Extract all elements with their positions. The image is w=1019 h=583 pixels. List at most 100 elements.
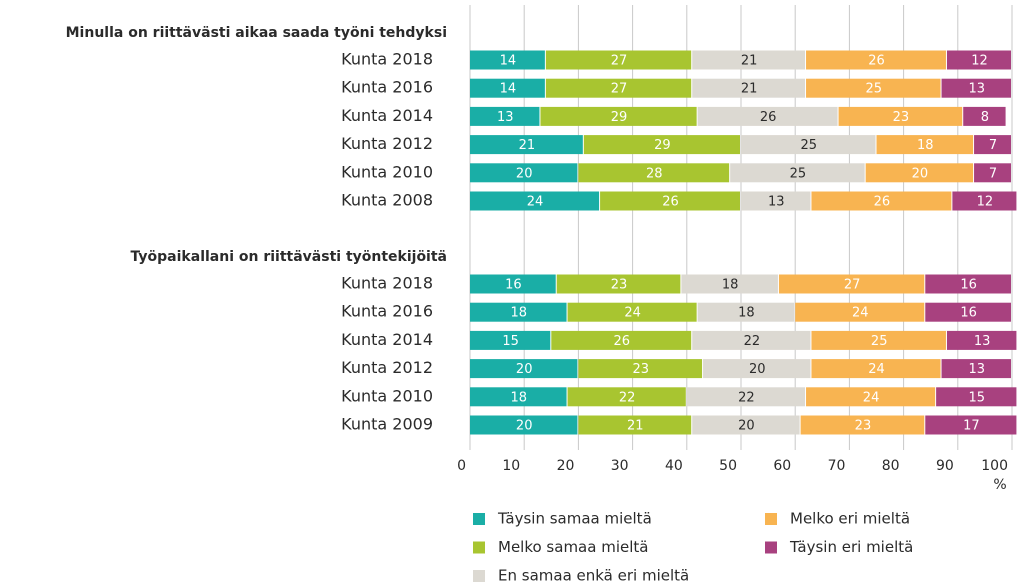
- value-label: 18: [738, 306, 755, 321]
- value-label: 23: [611, 278, 628, 293]
- value-label: 23: [855, 419, 872, 434]
- bar-segment: [470, 274, 556, 294]
- x-tick-label: 90: [936, 458, 954, 474]
- value-label: 7: [989, 138, 997, 153]
- bar-segment: [692, 330, 811, 350]
- bar-segment: [876, 135, 974, 155]
- row-label: Kunta 2010: [341, 162, 433, 181]
- value-label: 24: [624, 306, 641, 321]
- x-tick-label: 40: [665, 458, 683, 474]
- x-tick-label: 80: [882, 458, 900, 474]
- value-label: 20: [516, 419, 533, 434]
- bar-segment: [730, 163, 865, 183]
- value-label: 12: [977, 195, 994, 210]
- row-label: Kunta 2018: [341, 50, 433, 69]
- row-label: Kunta 2012: [341, 134, 433, 153]
- value-label: 20: [749, 362, 766, 377]
- x-tick-label: 30: [611, 458, 629, 474]
- bar-segment: [974, 163, 1011, 183]
- x-tick-label: 50: [719, 458, 737, 474]
- value-label: 13: [497, 110, 514, 125]
- value-label: 15: [502, 334, 519, 349]
- bar-segment: [470, 191, 600, 211]
- bar-segment: [806, 78, 941, 98]
- bar-segment: [470, 106, 540, 126]
- value-label: 14: [500, 82, 517, 97]
- bar-segment: [925, 302, 1011, 322]
- bar-segment: [778, 274, 925, 294]
- bar-segment: [811, 359, 941, 379]
- bar-segment: [946, 50, 1011, 70]
- row-label: Kunta 2014: [341, 330, 433, 349]
- value-label: 21: [627, 419, 644, 434]
- bar-segment: [470, 135, 583, 155]
- value-label: 8: [981, 110, 989, 125]
- value-label: 18: [511, 390, 528, 405]
- bar-segment: [692, 78, 806, 98]
- value-label: 26: [662, 195, 679, 210]
- legend-label: Täysin eri mieltä: [789, 538, 913, 556]
- legend-swatch: [765, 541, 777, 554]
- bar-segment: [974, 135, 1011, 155]
- x-axis-label: %: [993, 477, 1006, 493]
- bar-segment: [540, 106, 697, 126]
- value-label: 25: [871, 334, 888, 349]
- row-label: Kunta 2014: [341, 106, 433, 125]
- bar-segment: [583, 135, 740, 155]
- bar-segment: [551, 330, 692, 350]
- value-label: 20: [516, 166, 533, 181]
- value-label: 7: [989, 166, 997, 181]
- x-tick-label: 100: [981, 458, 1008, 474]
- x-tick-label: 10: [502, 458, 520, 474]
- bar-segment: [806, 50, 946, 70]
- value-label: 28: [646, 166, 663, 181]
- row-label: Kunta 2016: [341, 302, 433, 321]
- value-label: 26: [613, 334, 630, 349]
- x-tick-label: 0: [457, 458, 466, 474]
- bar-segment: [703, 359, 811, 379]
- value-label: 16: [960, 278, 977, 293]
- row-label: Kunta 2018: [341, 274, 433, 293]
- value-label: 25: [800, 138, 817, 153]
- value-label: 24: [527, 195, 544, 210]
- row-label: Kunta 2016: [341, 78, 433, 97]
- value-label: 29: [654, 138, 671, 153]
- bar-segment: [697, 302, 795, 322]
- bar-segment: [692, 415, 800, 435]
- value-label: 14: [500, 54, 517, 69]
- bar-segment: [556, 274, 681, 294]
- row-label: Kunta 2012: [341, 358, 433, 377]
- legend-label: En samaa enkä eri mieltä: [498, 567, 689, 583]
- value-label: 18: [722, 278, 739, 293]
- value-label: 18: [917, 138, 934, 153]
- bar-segment: [470, 330, 551, 350]
- bar-segment: [811, 191, 952, 211]
- legend-swatch: [473, 570, 485, 582]
- value-label: 29: [611, 110, 628, 125]
- x-tick-label: 20: [557, 458, 575, 474]
- bar-segment: [806, 387, 936, 407]
- bar-segment: [686, 387, 806, 407]
- value-label: 16: [960, 306, 977, 321]
- legend-label: Melko samaa mieltä: [498, 538, 648, 556]
- value-label: 16: [505, 278, 522, 293]
- row-label: Kunta 2009: [341, 415, 433, 434]
- bar-segment: [470, 359, 578, 379]
- value-label: 13: [968, 82, 985, 97]
- bar-segment: [681, 274, 778, 294]
- x-tick-label: 70: [828, 458, 846, 474]
- bar-segment: [567, 302, 697, 322]
- bar-segment: [567, 387, 686, 407]
- bar-segment: [470, 387, 567, 407]
- value-label: 18: [511, 306, 528, 321]
- value-label: 20: [912, 166, 929, 181]
- value-label: 21: [519, 138, 536, 153]
- legend-label: Täysin samaa mieltä: [497, 510, 652, 528]
- value-label: 15: [968, 390, 985, 405]
- bar-segment: [963, 106, 1006, 126]
- row-label: Kunta 2008: [341, 191, 433, 210]
- bar-segment: [936, 387, 1017, 407]
- value-label: 17: [963, 419, 980, 434]
- bar-segment: [545, 78, 692, 98]
